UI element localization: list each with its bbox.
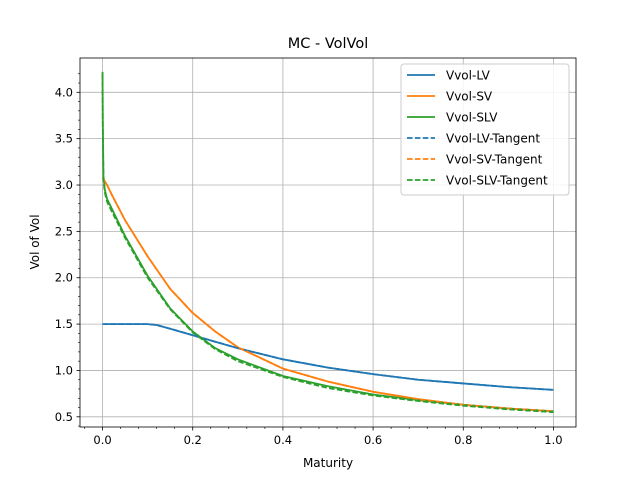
x-tick-label: 0.0 xyxy=(93,433,111,447)
legend-label: Vvol-LV-Tangent xyxy=(446,132,540,146)
legend-label: Vvol-SV-Tangent xyxy=(446,153,543,167)
y-tick-label: 1.5 xyxy=(55,317,73,331)
legend-box xyxy=(400,63,570,196)
y-tick-label: 2.0 xyxy=(55,271,73,285)
y-tick-label: 0.5 xyxy=(55,410,73,424)
y-axis-label: Vol of Vol xyxy=(28,214,42,269)
axis-ticks: 0.0 0.2 0.4 0.6 0.8 1.0 0.5 1.0 1.5 2.0 2.5 3.0 3.5 4… xyxy=(55,73,563,447)
legend-label: Vvol-SLV-Tangent xyxy=(446,174,548,188)
series-group xyxy=(101,71,554,414)
x-axis-label: Maturity xyxy=(303,456,353,470)
x-tick-label: 1.0 xyxy=(544,433,562,447)
y-tick-label: 2.5 xyxy=(55,224,73,238)
series-line-vvol-slv-tangent xyxy=(101,73,554,414)
y-tick-label: 4.0 xyxy=(55,85,73,99)
y-tick-label: 1.0 xyxy=(55,363,73,377)
chart-title: MC - VolVol xyxy=(288,36,368,52)
legend-label: Vvol-LV xyxy=(446,69,491,83)
series-line-vvol-sv-tangent xyxy=(101,177,554,413)
x-tick-label: 0.6 xyxy=(364,433,382,447)
x-tick-label: 0.2 xyxy=(184,433,202,447)
legend-label: Vvol-SV xyxy=(446,90,493,104)
x-tick-label: 0.8 xyxy=(454,433,472,447)
y-tick-label: 3.5 xyxy=(55,132,73,146)
legend-label: Vvol-SLV xyxy=(446,111,498,125)
x-tick-label: 0.4 xyxy=(274,433,292,447)
legend: Vvol-LV Vvol-SV Vvol-SLV Vvol-LV-Tangent Vvo… xyxy=(400,63,570,196)
series-line-vvol-lv-tangent xyxy=(102,323,554,391)
plot-frame xyxy=(79,57,577,428)
y-tick-label: 3.0 xyxy=(55,178,73,192)
